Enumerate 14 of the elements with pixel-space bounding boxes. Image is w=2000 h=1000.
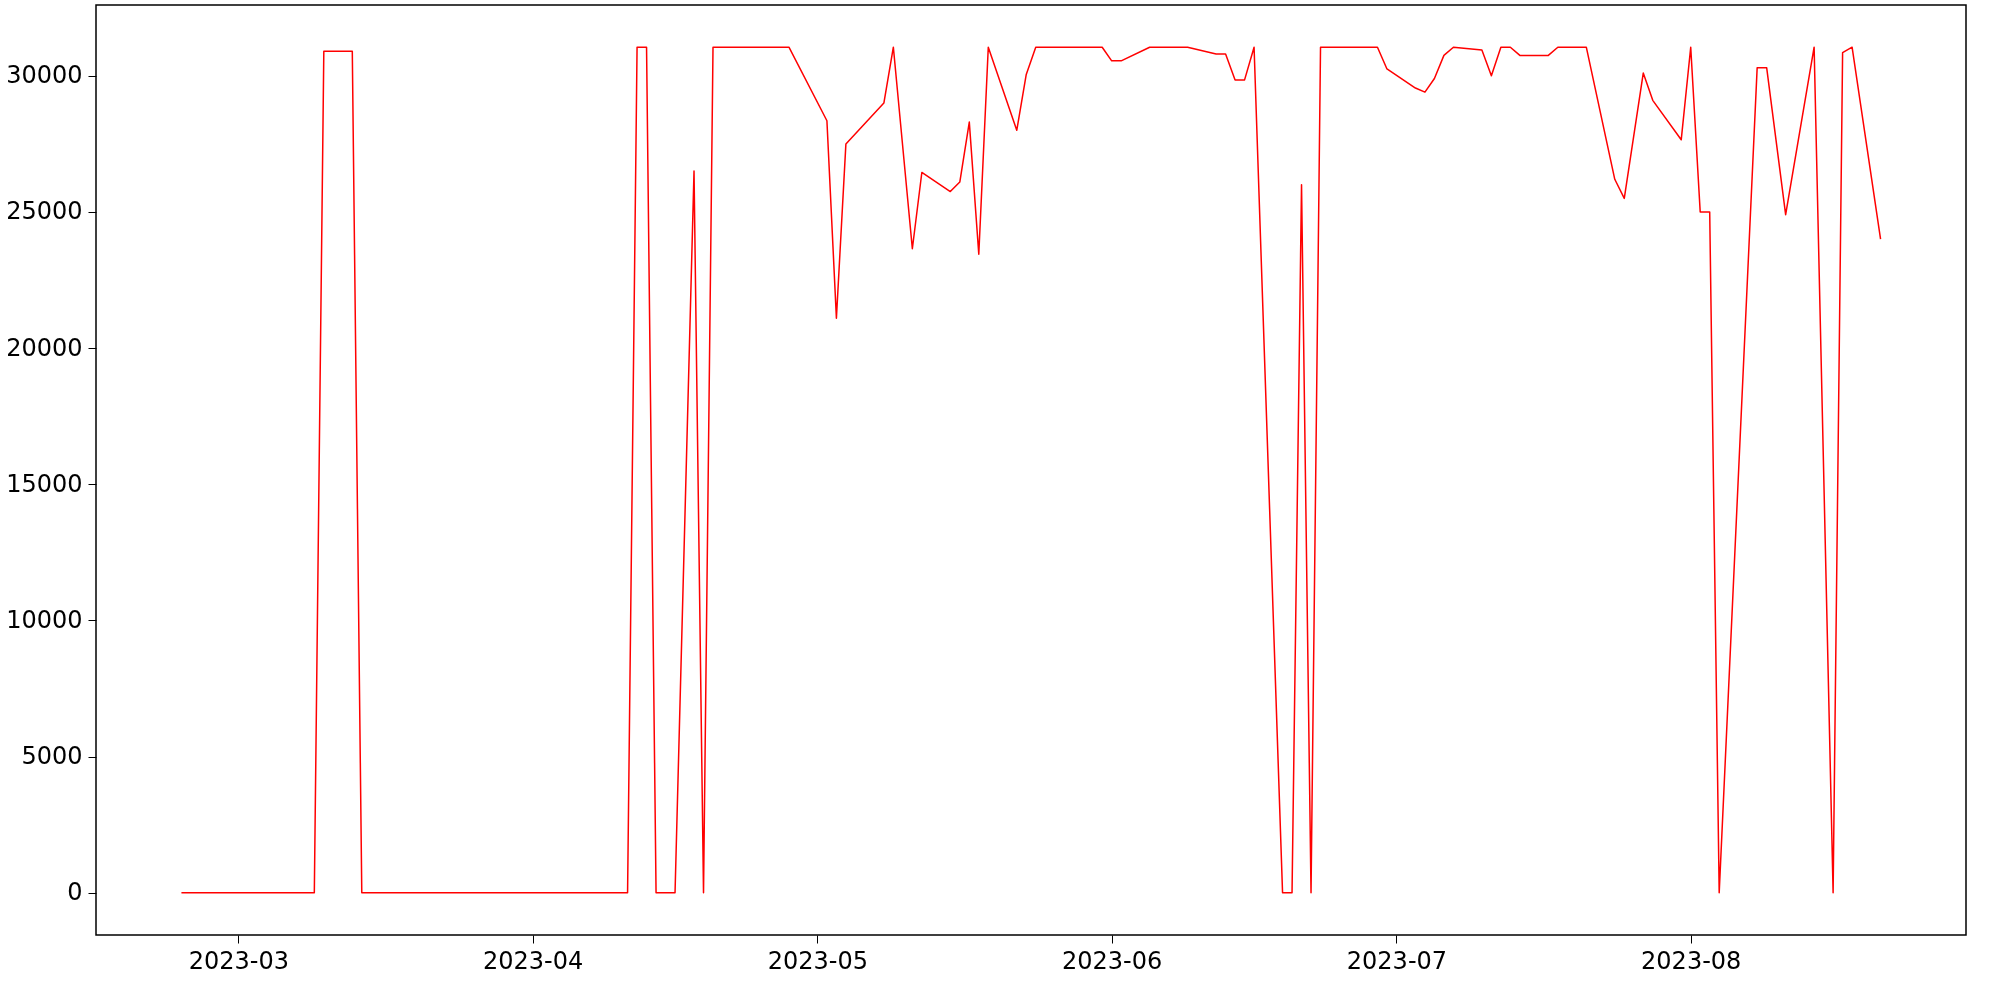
y-tick-label: 0 bbox=[67, 878, 83, 907]
y-tick-label: 5000 bbox=[21, 742, 83, 771]
y-tick-label: 15000 bbox=[6, 469, 83, 498]
y-tick-label: 30000 bbox=[6, 61, 83, 90]
x-tick-label: 2023-03 bbox=[188, 946, 290, 975]
y-tick-label: 10000 bbox=[6, 605, 83, 634]
x-tick-label: 2023-05 bbox=[767, 946, 869, 975]
x-tick-label: 2023-07 bbox=[1346, 946, 1448, 975]
x-tick-label: 2023-04 bbox=[483, 946, 584, 975]
y-tick-label: 25000 bbox=[6, 197, 83, 226]
y-tick-label: 20000 bbox=[6, 333, 83, 362]
x-tick-label: 2023-06 bbox=[1062, 946, 1163, 975]
line-series bbox=[180, 46, 1882, 894]
x-tick-label: 2023-08 bbox=[1641, 946, 1742, 975]
